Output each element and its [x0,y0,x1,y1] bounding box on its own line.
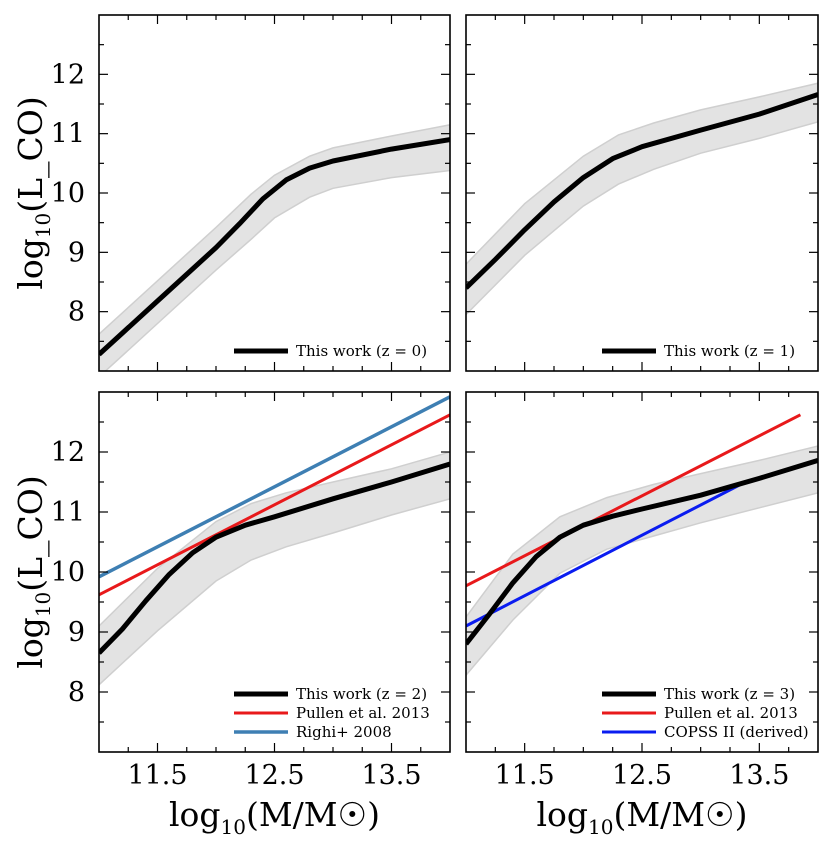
y-tick-label: 11 [51,119,85,150]
x-axis-label: log10(M/M☉) [536,795,747,839]
axes-frame [465,14,819,372]
ticks [466,15,818,371]
series-line-1 [99,413,450,597]
legend-label: This work (z = 0) [296,342,427,360]
uncertainty-band [466,82,818,316]
series-line-0 [466,458,818,646]
y-tick-label: 8 [68,677,85,708]
y-tick-label: 10 [51,178,85,209]
plot-area [99,395,450,686]
y-tick-label: 12 [51,437,85,468]
x-tick-label: 13.5 [361,760,421,791]
series-line-0 [99,461,450,655]
ticks [99,392,450,752]
plot-area [466,413,818,677]
ticks [466,392,818,752]
legend-label: This work (z = 1) [664,342,795,360]
legend-label: Righi+ 2008 [296,723,392,741]
series-line-0 [466,92,818,290]
series-line-2 [466,480,746,628]
panel-top-left: 8 9 10 11 12 log10(L_CO) This work (z = 0) [11,14,451,372]
panel-top-right: This work (z = 1) [465,14,819,372]
x-tick-label: 12.5 [612,760,672,791]
uncertainty-band [99,451,450,686]
legend-label: Pullen et al. 2013 [664,704,798,722]
x-tick-label: 13.5 [729,760,789,791]
legend-label: Pullen et al. 2013 [296,704,430,722]
series-line-2 [99,395,450,579]
legend: This work (z = 0) [234,342,427,360]
y-axis-label: log10(L_CO) [11,96,55,289]
plot-area [99,124,450,371]
y-tick-label: 9 [68,237,85,268]
y-axis-label: log10(L_CO) [11,475,55,668]
ticks [99,15,450,371]
x-tick-label: 12.5 [244,760,304,791]
series-line-1 [466,413,802,588]
legend-label: COPSS II (derived) [664,723,809,741]
x-tick-label: 11.5 [495,760,555,791]
y-tick-label: 8 [68,297,85,328]
plot-area [466,82,818,316]
y-tick-label: 9 [68,617,85,648]
uncertainty-band [466,445,818,677]
x-axis-label: log10(M/M☉) [169,795,380,839]
y-tick-label: 12 [51,59,85,90]
x-tick-label: 11.5 [127,760,187,791]
y-tick-label: 10 [51,557,85,588]
panel-bottom-right: 11.5 12.5 13.5 log10(M/M☉) This work (z = 3)… [465,391,819,839]
legend: This work (z = 2)Pullen et al. 2013Righi… [234,685,430,741]
legend: This work (z = 1) [602,342,795,360]
series-line-0 [99,137,450,357]
panel-bottom-left: 11.5 12.5 13.5 8 9 10 11 12 log10(M/M☉) log10(L_C… [11,391,451,839]
uncertainty-band [99,124,450,371]
y-tick-label: 11 [51,497,85,528]
legend-label: This work (z = 3) [664,685,795,703]
legend-label: This work (z = 2) [296,685,427,703]
legend: This work (z = 3)Pullen et al. 2013COPSS… [602,685,809,741]
